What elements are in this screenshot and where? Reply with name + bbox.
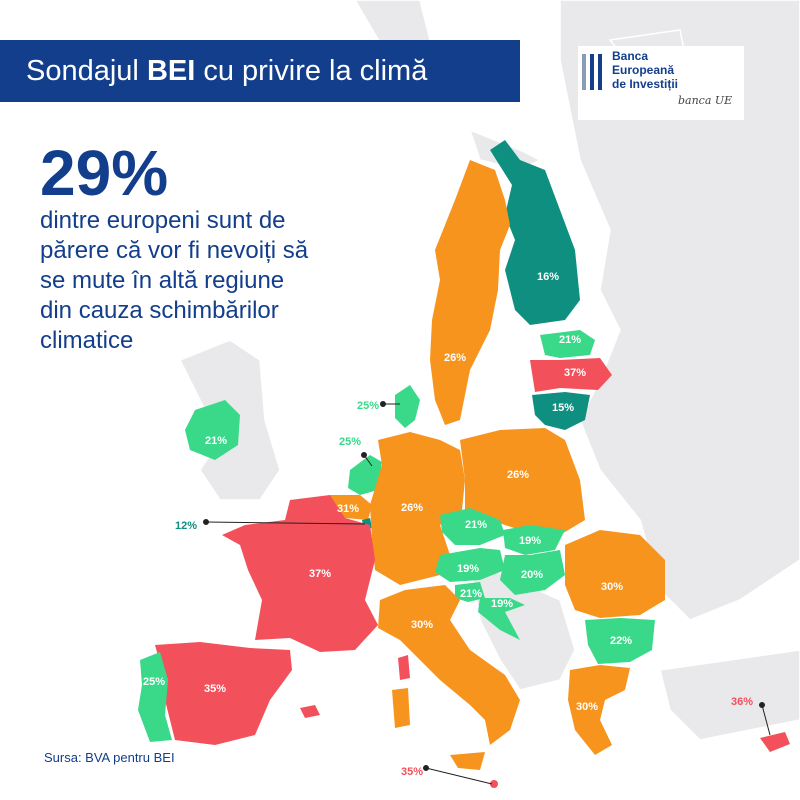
map-label-2: 26% — [444, 352, 466, 364]
map-label-16: 20% — [521, 569, 543, 581]
country-finland — [490, 140, 580, 325]
logo-line-3: de Investiții — [612, 77, 679, 91]
headline-value: 29% — [40, 137, 169, 209]
country-malta — [490, 780, 498, 788]
country-france — [222, 495, 378, 652]
map-label-11: 26% — [401, 502, 423, 514]
country-italy-sicily — [450, 752, 485, 770]
map-label-24: 30% — [411, 619, 433, 631]
leader-lines — [203, 401, 771, 785]
source-note: Sursa: BVA pentru BEI — [44, 750, 175, 765]
map-label-26: 36% — [731, 696, 753, 708]
country-ireland — [185, 400, 240, 460]
map-label-21: 37% — [309, 568, 331, 580]
eib-logo-icon — [582, 54, 602, 90]
map-label-10: 12% — [175, 520, 197, 532]
country-austria — [435, 548, 505, 582]
map-label-22: 35% — [204, 683, 226, 695]
country-italy-sardinia — [392, 688, 410, 728]
country-latvia — [530, 358, 612, 392]
title-bar: Sondajul BEI cu privire la climă — [0, 40, 520, 102]
headline-line-4: din cauza schimbărilor — [40, 297, 279, 324]
title-suffix: cu privire la climă — [195, 54, 428, 87]
map-label-5: 15% — [552, 402, 574, 414]
country-germany — [370, 432, 465, 585]
map-label-15: 19% — [457, 563, 479, 575]
country-spain-islands — [300, 705, 320, 718]
headline-text: dintre europeni sunt de părere că vor fi… — [40, 206, 380, 356]
headline-line-5: climatice — [40, 327, 134, 354]
logo-tagline: banca UE — [678, 94, 733, 107]
logo-line-1: Banca — [612, 49, 649, 63]
headline-line-1: dintre europeni sunt de — [40, 207, 286, 234]
country-spain — [155, 642, 292, 745]
headline-line-2: părere că vor fi nevoiți să — [40, 237, 309, 264]
page-title: Sondajul BEI cu privire la climă — [26, 55, 427, 88]
map-label-25: 30% — [576, 701, 598, 713]
country-lithuania — [532, 392, 590, 430]
country-portugal — [138, 652, 172, 742]
country-cyprus — [760, 732, 790, 752]
headline-line-3: se mute în altă regiune — [40, 267, 285, 294]
country-netherlands — [348, 455, 382, 495]
country-poland — [460, 428, 585, 535]
country-italy — [378, 585, 520, 745]
country-hungary — [500, 550, 565, 595]
country-denmark — [395, 385, 420, 428]
country-greece — [568, 665, 630, 755]
country-slovakia — [503, 525, 565, 555]
map-label-23: 25% — [143, 676, 165, 688]
map-label-9: 31% — [337, 503, 359, 515]
map-label-14: 19% — [519, 535, 541, 547]
map-label-7: 21% — [205, 435, 227, 447]
map-label-13: 21% — [465, 519, 487, 531]
country-romania — [565, 530, 665, 618]
map-label-27: 35% — [401, 766, 423, 778]
title-bold: BEI — [146, 54, 196, 87]
map-label-17: 21% — [460, 588, 482, 600]
eib-logo: Banca Europeană de Investiții banca UE — [578, 46, 744, 120]
country-czechia — [440, 508, 505, 545]
country-france-corsica — [398, 655, 410, 680]
eib-logo-text: Banca Europeană de Investiții — [612, 49, 678, 91]
country-croatia — [478, 598, 525, 640]
map-label-20: 22% — [610, 635, 632, 647]
map-label-1: 16% — [537, 271, 559, 283]
map-labels: 16% 26% 21% 37% 15% 25% 21% 25% 31% 12% 26% 26% 21% 1… — [143, 271, 753, 778]
country-slovenia — [455, 582, 485, 602]
map-label-3: 21% — [559, 334, 581, 346]
map-label-19: 30% — [601, 581, 623, 593]
map-label-8: 25% — [339, 436, 361, 448]
map-label-6: 25% — [357, 400, 379, 412]
map-label-4: 37% — [564, 367, 586, 379]
logo-line-2: Europeană — [612, 63, 675, 77]
map-label-18: 19% — [491, 598, 513, 610]
map-label-12: 26% — [507, 469, 529, 481]
country-estonia — [540, 330, 595, 358]
country-sweden — [430, 160, 510, 425]
country-bulgaria — [585, 618, 655, 664]
title-prefix: Sondajul — [26, 54, 147, 87]
